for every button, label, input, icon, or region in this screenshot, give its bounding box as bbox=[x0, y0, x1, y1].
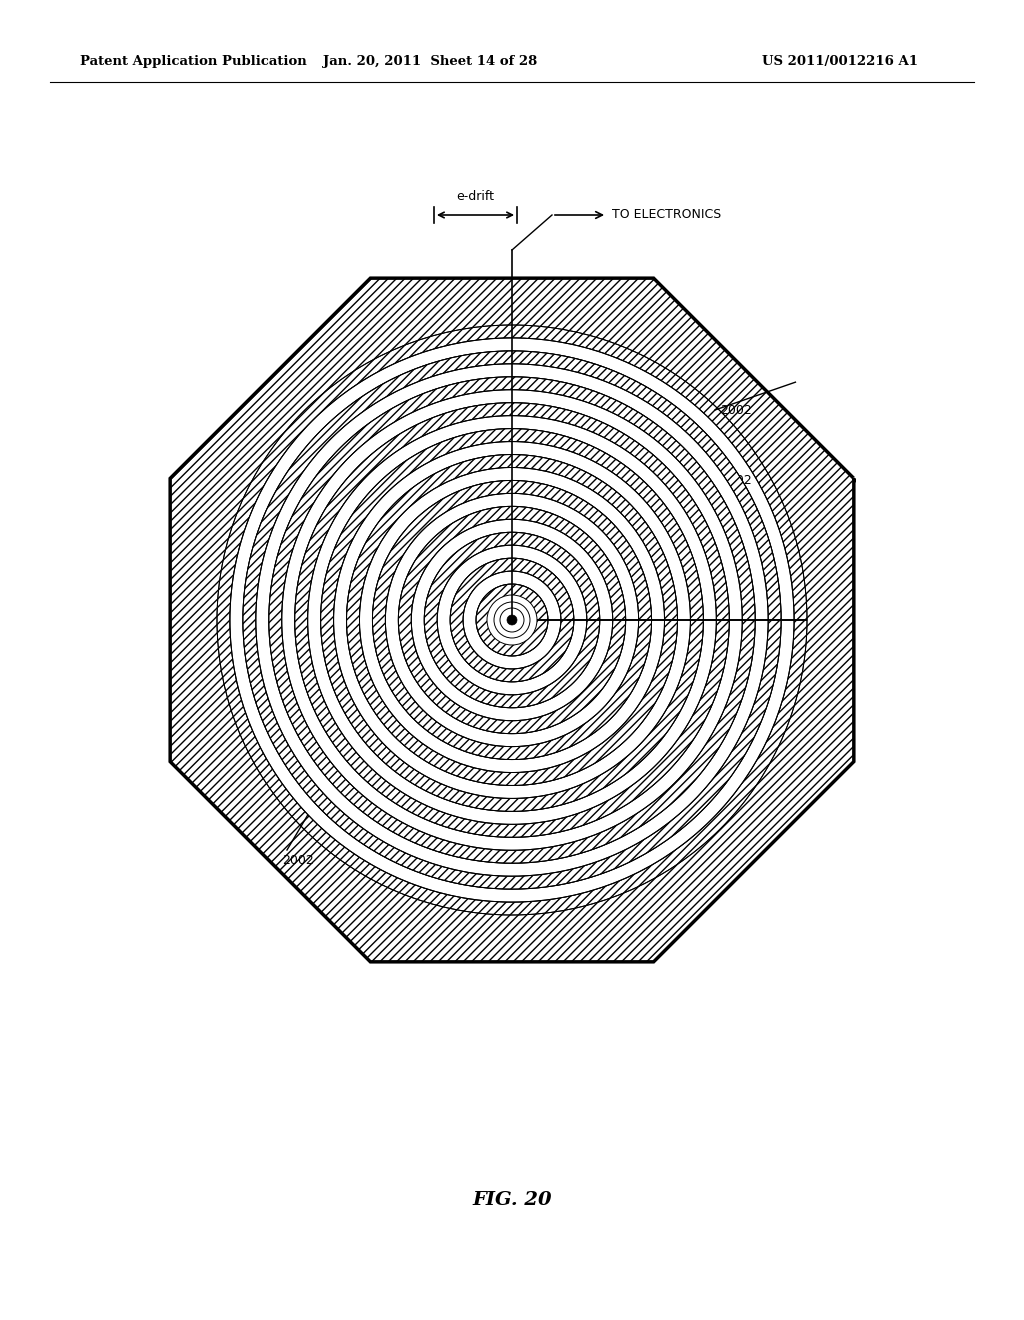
Polygon shape bbox=[295, 403, 729, 837]
Polygon shape bbox=[269, 376, 755, 863]
Polygon shape bbox=[334, 442, 690, 799]
Text: Jan. 20, 2011  Sheet 14 of 28: Jan. 20, 2011 Sheet 14 of 28 bbox=[323, 55, 538, 69]
Polygon shape bbox=[346, 454, 678, 785]
Polygon shape bbox=[282, 389, 742, 850]
Polygon shape bbox=[451, 558, 573, 682]
Polygon shape bbox=[256, 364, 768, 876]
Circle shape bbox=[500, 609, 524, 632]
Text: FIG. 20: FIG. 20 bbox=[472, 1191, 552, 1209]
Text: 2002: 2002 bbox=[720, 474, 752, 487]
Polygon shape bbox=[385, 494, 639, 747]
Polygon shape bbox=[321, 429, 703, 812]
Polygon shape bbox=[230, 338, 794, 902]
Polygon shape bbox=[359, 467, 665, 772]
Polygon shape bbox=[170, 279, 854, 962]
Polygon shape bbox=[217, 325, 807, 915]
Text: 2004: 2004 bbox=[720, 549, 752, 561]
Polygon shape bbox=[437, 545, 587, 694]
Polygon shape bbox=[476, 583, 548, 656]
Text: Patent Application Publication: Patent Application Publication bbox=[80, 55, 307, 69]
Polygon shape bbox=[463, 572, 561, 669]
Text: 2002: 2002 bbox=[282, 854, 313, 866]
Polygon shape bbox=[243, 351, 781, 890]
Text: e-drift: e-drift bbox=[457, 190, 495, 203]
Polygon shape bbox=[424, 532, 600, 708]
Polygon shape bbox=[373, 480, 651, 759]
Text: 2002: 2002 bbox=[720, 404, 752, 417]
Polygon shape bbox=[489, 597, 535, 643]
Circle shape bbox=[494, 602, 530, 638]
Text: TO ELECTRONICS: TO ELECTRONICS bbox=[612, 209, 721, 222]
Text: US 2011/0012216 A1: US 2011/0012216 A1 bbox=[762, 55, 918, 69]
Circle shape bbox=[507, 615, 517, 624]
Polygon shape bbox=[307, 416, 717, 824]
Circle shape bbox=[487, 595, 537, 645]
Polygon shape bbox=[398, 507, 626, 734]
Polygon shape bbox=[412, 519, 612, 721]
